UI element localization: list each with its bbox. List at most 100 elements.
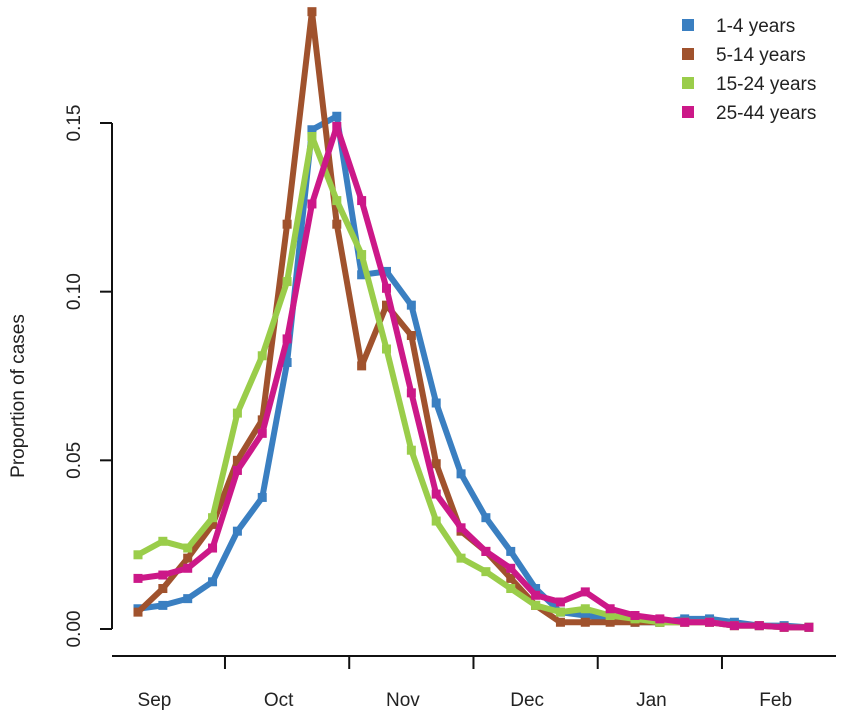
data-point (332, 196, 342, 206)
data-point (431, 459, 441, 469)
data-point (208, 519, 218, 529)
data-point (705, 617, 715, 627)
data-point (382, 300, 391, 310)
data-point (456, 469, 466, 479)
data-point (307, 125, 317, 135)
data-point (208, 577, 218, 587)
data-point (382, 266, 391, 276)
data-point (257, 428, 267, 438)
data-point (307, 131, 317, 141)
data-point (183, 553, 193, 563)
legend-item: 5-14 years (682, 45, 806, 66)
data-point (506, 563, 516, 573)
legend-swatch (682, 77, 694, 89)
legend: 1-4 years 5-14 years 15-24 years 25-44 year… (682, 16, 816, 124)
legend-label: 5-14 years (716, 45, 806, 66)
data-point (183, 563, 193, 573)
data-point (307, 7, 317, 17)
legend-label: 15-24 years (716, 74, 816, 95)
y-tick-label: 0.15 (64, 105, 85, 142)
data-point (456, 553, 466, 563)
legend-item: 25-44 years (682, 103, 816, 124)
series-line (137, 113, 810, 631)
series-layer (133, 7, 814, 632)
data-point (630, 611, 640, 621)
series-1 (133, 111, 814, 632)
data-point (357, 250, 367, 260)
data-point (555, 617, 565, 627)
data-point (257, 415, 267, 425)
legend-label: 1-4 years (716, 16, 795, 37)
series-line (136, 133, 809, 631)
data-point (506, 584, 516, 594)
x-tick-label: Oct (264, 690, 294, 711)
data-point (133, 573, 143, 583)
legend-item: 1-4 years (682, 16, 795, 37)
data-point (605, 611, 615, 621)
y-tick-label: 0.05 (64, 442, 85, 479)
data-point (282, 358, 292, 368)
data-point (580, 611, 590, 621)
data-point (580, 604, 590, 614)
data-point (158, 536, 168, 546)
data-point (208, 513, 218, 523)
data-point (754, 621, 764, 631)
data-point (357, 361, 367, 371)
data-point (456, 523, 466, 533)
data-point (481, 513, 491, 523)
data-point (382, 283, 391, 293)
x-axis: Sep Oct Nov Dec Jan Feb (112, 655, 836, 711)
data-point (282, 334, 292, 344)
data-point (406, 445, 416, 455)
data-point (357, 270, 367, 280)
data-point (282, 219, 292, 229)
data-point (357, 196, 367, 206)
data-point (431, 398, 441, 408)
legend-label: 25-44 years (716, 103, 816, 124)
data-point (158, 570, 168, 580)
data-point (282, 277, 292, 287)
data-point (133, 607, 143, 617)
data-point (531, 590, 541, 600)
data-point (531, 584, 541, 594)
y-axis-title: Proportion of cases (8, 314, 29, 478)
data-point (531, 600, 541, 610)
legend-swatch (682, 106, 694, 118)
data-point (406, 388, 416, 398)
series-line (137, 123, 809, 631)
x-tick-label: Feb (759, 690, 792, 711)
legend-item: 15-24 years (682, 74, 816, 95)
data-point (481, 546, 491, 556)
legend-swatch (682, 48, 694, 60)
x-tick-label: Jan (636, 690, 667, 711)
data-point (481, 567, 491, 577)
data-point (555, 597, 565, 607)
series-3 (133, 131, 814, 632)
data-point (332, 121, 342, 131)
data-point (580, 617, 590, 627)
y-tick-label: 0.00 (64, 611, 85, 648)
series-4 (133, 121, 814, 632)
data-point (605, 617, 615, 627)
data-point (232, 465, 242, 475)
data-point (158, 584, 168, 594)
legend-swatch (682, 19, 694, 31)
data-point (257, 351, 267, 361)
data-point (332, 219, 342, 229)
data-point (779, 622, 789, 632)
data-point (382, 344, 391, 354)
data-point (506, 573, 516, 583)
data-point (158, 600, 168, 610)
data-point (257, 492, 267, 502)
data-point (183, 543, 193, 553)
x-tick-label: Sep (138, 690, 172, 711)
data-point (307, 199, 317, 209)
y-axis: 0.00 0.05 0.10 0.15 (64, 105, 113, 648)
data-point (605, 604, 615, 614)
data-point (232, 455, 242, 465)
data-point (406, 300, 416, 310)
data-point (431, 489, 441, 499)
data-point (183, 594, 193, 604)
data-point (555, 607, 565, 617)
